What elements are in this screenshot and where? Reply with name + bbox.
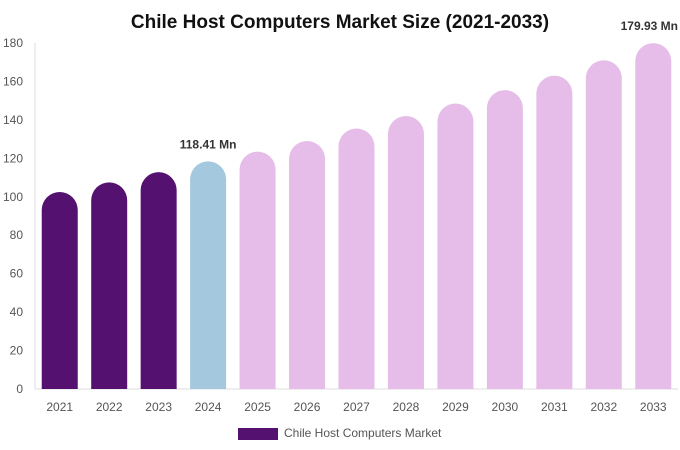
x-tick-label: 2032 — [590, 400, 617, 414]
bars — [41, 43, 672, 390]
x-tick-label: 2026 — [294, 400, 321, 414]
data-labels: 118.41 Mn 179.93 Mn — [180, 19, 678, 151]
x-tick-label: 2024 — [195, 400, 222, 414]
chart-title: Chile Host Computers Market Size (2021-2… — [131, 12, 549, 33]
bar-2032[interactable] — [585, 60, 622, 389]
x-tick-label: 2029 — [442, 400, 469, 414]
y-tick-label: 20 — [10, 344, 24, 358]
y-tick-label: 120 — [3, 151, 23, 165]
bar-2033[interactable] — [635, 43, 672, 390]
bar-2028[interactable] — [387, 116, 424, 390]
bar-2026[interactable] — [289, 141, 326, 389]
bar-2025[interactable] — [239, 151, 276, 389]
x-tick-label: 2031 — [541, 400, 568, 414]
x-tick-label: 2023 — [145, 400, 172, 414]
legend-swatch — [238, 428, 278, 440]
bar-2027[interactable] — [338, 128, 375, 390]
bar-2021[interactable] — [41, 191, 78, 389]
y-tick-label: 140 — [3, 113, 23, 127]
y-tick-label: 160 — [3, 74, 23, 88]
bar-2031[interactable] — [536, 75, 573, 389]
legend[interactable]: Chile Host Computers Market — [238, 426, 442, 440]
x-tick-label: 2022 — [96, 400, 123, 414]
data-label: 179.93 Mn — [621, 19, 678, 33]
x-tick-label: 2028 — [393, 400, 420, 414]
bar-2022[interactable] — [91, 182, 128, 389]
y-tick-label: 60 — [10, 267, 24, 281]
x-tick-label: 2033 — [640, 400, 667, 414]
y-tick-label: 180 — [3, 36, 23, 50]
y-tick-label: 80 — [10, 228, 24, 242]
y-tick-label: 100 — [3, 190, 23, 204]
x-tick-label: 2025 — [244, 400, 271, 414]
y-tick-label: 40 — [10, 305, 24, 319]
bar-2029[interactable] — [437, 103, 474, 390]
bar-2030[interactable] — [486, 90, 523, 390]
y-tick-label: 0 — [16, 382, 23, 396]
x-tick-label: 2021 — [46, 400, 73, 414]
bar-2023[interactable] — [140, 172, 177, 389]
bar-2024[interactable] — [190, 161, 227, 389]
legend-label: Chile Host Computers Market — [284, 426, 442, 440]
y-axis: 0 20 40 60 80 100 120 140 160 180 — [3, 36, 23, 396]
data-label: 118.41 Mn — [180, 137, 237, 151]
x-axis: 2021 2022 2023 2024 2025 2026 2027 2028 2029 2030… — [46, 400, 667, 414]
x-tick-label: 2030 — [492, 400, 519, 414]
x-tick-label: 2027 — [343, 400, 370, 414]
